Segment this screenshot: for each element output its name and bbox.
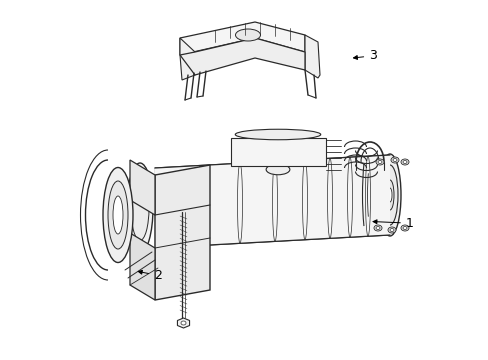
Polygon shape	[230, 138, 325, 166]
Ellipse shape	[400, 159, 408, 165]
Polygon shape	[155, 155, 389, 248]
Polygon shape	[155, 165, 209, 300]
Ellipse shape	[373, 225, 381, 231]
Ellipse shape	[402, 161, 406, 163]
Text: 1: 1	[372, 217, 413, 230]
Ellipse shape	[375, 159, 383, 165]
Ellipse shape	[387, 188, 391, 202]
Ellipse shape	[181, 321, 185, 325]
Polygon shape	[180, 38, 195, 80]
Ellipse shape	[385, 180, 393, 210]
Ellipse shape	[400, 225, 408, 231]
Ellipse shape	[265, 164, 289, 175]
Ellipse shape	[377, 161, 381, 163]
Polygon shape	[130, 160, 155, 215]
Ellipse shape	[375, 226, 379, 230]
Ellipse shape	[378, 154, 400, 236]
Ellipse shape	[235, 129, 320, 140]
Polygon shape	[177, 318, 189, 328]
Text: 3: 3	[353, 49, 376, 62]
Ellipse shape	[108, 181, 128, 249]
Ellipse shape	[131, 175, 149, 240]
Ellipse shape	[127, 163, 153, 253]
Text: 2: 2	[138, 269, 162, 282]
Ellipse shape	[387, 227, 395, 233]
Ellipse shape	[103, 167, 133, 262]
Ellipse shape	[113, 196, 123, 234]
Ellipse shape	[235, 29, 260, 41]
Ellipse shape	[392, 158, 396, 162]
Ellipse shape	[389, 229, 393, 231]
Polygon shape	[130, 233, 155, 300]
Polygon shape	[180, 22, 305, 55]
Ellipse shape	[390, 157, 398, 163]
Polygon shape	[180, 38, 305, 75]
Ellipse shape	[402, 226, 406, 230]
Ellipse shape	[381, 165, 397, 225]
Polygon shape	[305, 35, 319, 78]
